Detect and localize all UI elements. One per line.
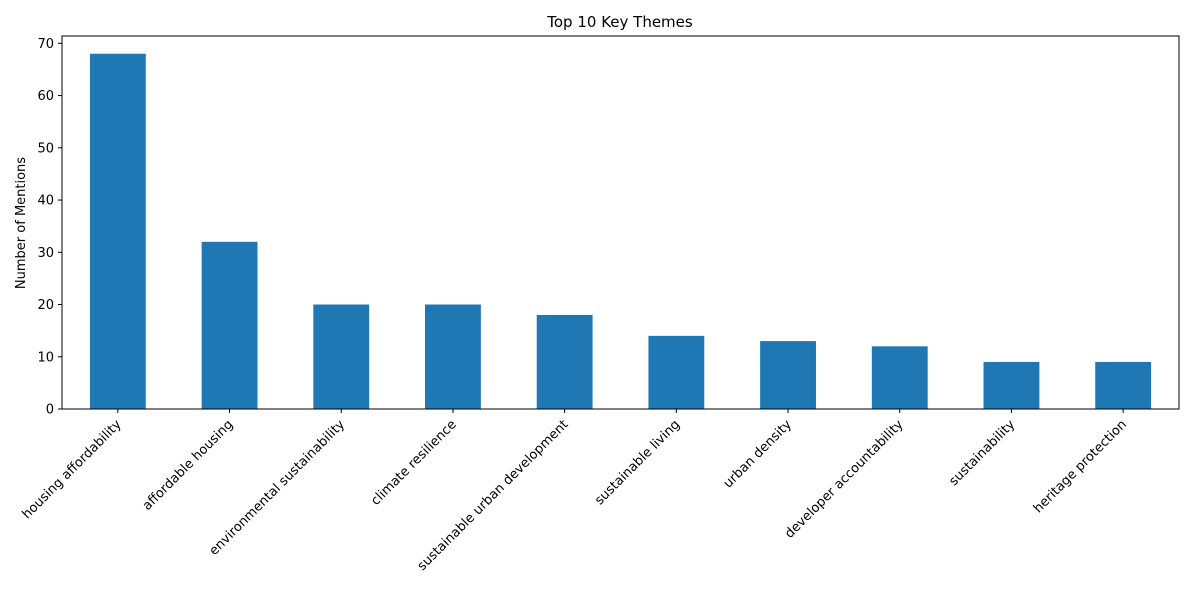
bar-0 bbox=[89, 53, 146, 409]
bar-5 bbox=[648, 335, 705, 409]
x-axis: housing affordability affordable housinge… bbox=[20, 409, 1130, 574]
x-tick-label-1: affordable housing bbox=[140, 417, 237, 514]
bar-1 bbox=[201, 241, 258, 409]
plot-frame bbox=[61, 35, 1180, 410]
x-tick-label-6: urban density bbox=[721, 417, 795, 491]
bar-3 bbox=[425, 304, 481, 409]
y-tick-label-0: 0 bbox=[46, 403, 54, 418]
y-tick-label-7: 70 bbox=[37, 37, 54, 52]
x-tick-label-7: developer accountability bbox=[782, 417, 907, 542]
bar-4 bbox=[536, 314, 593, 409]
y-tick-label-5: 50 bbox=[37, 141, 54, 156]
y-tick-label-6: 60 bbox=[37, 89, 54, 104]
y-tick-label-3: 30 bbox=[37, 246, 54, 261]
x-tick-label-3: climate resilience bbox=[368, 417, 459, 508]
bar-8 bbox=[983, 361, 1040, 409]
x-tick-label-5: sustainable living bbox=[592, 417, 683, 508]
x-tick-label-9: heritage protection bbox=[1031, 417, 1130, 516]
y-tick-label-4: 40 bbox=[37, 194, 54, 209]
bar-2 bbox=[313, 304, 370, 409]
x-tick-label-8: sustainability bbox=[946, 417, 1018, 489]
x-tick-label-0: housing affordability bbox=[20, 417, 125, 522]
x-tick-label-2: environmental sustainability bbox=[207, 417, 349, 559]
y-tick-label-1: 10 bbox=[37, 350, 54, 365]
bar-6 bbox=[760, 341, 816, 409]
plot-area bbox=[61, 35, 1180, 410]
y-tick-label-2: 20 bbox=[37, 298, 54, 313]
chart-title: Top 10 Key Themes bbox=[546, 13, 693, 31]
y-axis-label: Number of Mentions bbox=[14, 157, 29, 289]
bar-9 bbox=[1095, 361, 1152, 409]
bar-7 bbox=[871, 346, 928, 409]
y-axis: 0 10 20 30 40 50 60 70 bbox=[37, 37, 62, 418]
